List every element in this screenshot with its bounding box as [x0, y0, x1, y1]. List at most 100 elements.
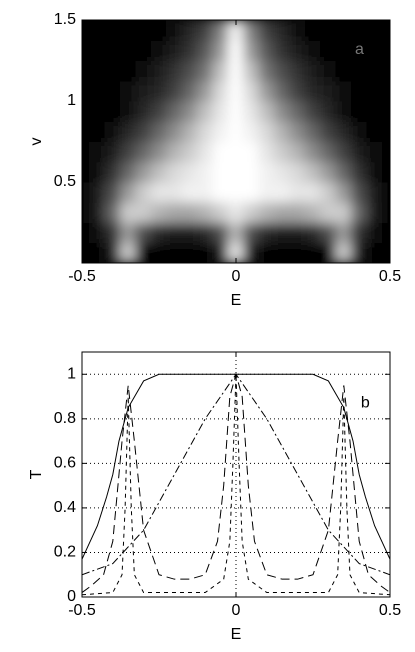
heatmap-cell: [104, 20, 121, 41]
heatmap-cell: [150, 242, 168, 263]
heatmap-cell: [320, 39, 337, 61]
heatmap-cell: [197, 100, 214, 122]
x-tick-label: 0.5: [379, 602, 401, 619]
heatmap-cell: [120, 60, 137, 82]
heatmap-cell: [104, 60, 121, 82]
heatmap-cell: [166, 242, 183, 263]
heatmap-cell: [150, 60, 168, 82]
y-axis-label: v: [28, 138, 45, 146]
heatmap-cell: [243, 20, 260, 41]
heatmap-cell: [289, 141, 306, 163]
heatmap-cell: [227, 181, 245, 203]
heatmap-cell: [120, 80, 137, 102]
heatmap-cell: [197, 80, 214, 102]
heatmap-cell: [243, 100, 260, 122]
heatmap-cell: [181, 120, 198, 142]
heatmap-cell: [243, 39, 260, 61]
heatmap-cell: [89, 201, 106, 223]
heatmap-cell: [150, 181, 168, 203]
heatmap-cell: [304, 100, 322, 122]
heatmap-cell: [289, 80, 306, 102]
heatmap-cell: [135, 242, 152, 263]
heatmap-cell: [304, 242, 322, 263]
heatmap-cell: [320, 60, 337, 82]
heatmap-clip: [82, 20, 390, 263]
heatmap-cell: [381, 120, 390, 142]
heatmap-cell: [366, 181, 383, 203]
heatmap-cell: [366, 161, 383, 183]
heatmap-cell: [274, 20, 291, 41]
heatmap-cell: [104, 161, 121, 183]
heatmap-cell: [366, 80, 383, 102]
heatmap-cell: [135, 60, 152, 82]
heatmap-cell: [181, 39, 198, 61]
heatmap-cell: [258, 242, 275, 263]
heatmap-cell: [212, 20, 229, 41]
heatmap-cell: [120, 222, 137, 244]
heatmap-cell: [320, 201, 337, 223]
heatmap-cell: [335, 39, 352, 61]
heatmap-cell: [135, 120, 152, 142]
heatmap-cell: [304, 201, 322, 223]
heatmap-cell: [150, 201, 168, 223]
heatmap-cell: [258, 161, 275, 183]
heatmap-cell: [82, 100, 91, 122]
heatmap-cell: [289, 60, 306, 82]
heatmap-cell: [335, 60, 352, 82]
heatmap-cell: [89, 20, 106, 41]
heatmap-cell: [82, 201, 91, 223]
heatmap-cell: [335, 80, 352, 102]
heatmap-cell: [351, 120, 368, 142]
heatmap-cell: [335, 120, 352, 142]
heatmap-cell: [320, 120, 337, 142]
heatmap-cell: [212, 100, 229, 122]
heatmap-cell: [258, 80, 275, 102]
heatmap-cell: [150, 80, 168, 102]
heatmap-cell: [181, 161, 198, 183]
heatmap-cell: [89, 100, 106, 122]
heatmap-cell: [320, 100, 337, 122]
heatmap-cell: [243, 222, 260, 244]
heatmap-cell: [82, 222, 91, 244]
heatmap-cell: [181, 141, 198, 163]
heatmap-cell: [104, 100, 121, 122]
heatmap-cell: [104, 39, 121, 61]
heatmap-cell: [381, 242, 390, 263]
heatmap-cell: [197, 242, 214, 263]
heatmap-cell: [89, 60, 106, 82]
heatmap-cell: [274, 80, 291, 102]
heatmap-cell: [351, 181, 368, 203]
heatmap-cell: [150, 161, 168, 183]
heatmap-cell: [197, 60, 214, 82]
heatmap-cell: [89, 181, 106, 203]
heatmap-cell: [104, 222, 121, 244]
heatmap-cell: [304, 181, 322, 203]
heatmap-cell: [274, 201, 291, 223]
heatmap-cell: [366, 222, 383, 244]
heatmap-cell: [320, 141, 337, 163]
heatmap-cell: [181, 60, 198, 82]
heatmap-cell: [335, 222, 352, 244]
heatmap-cell: [274, 161, 291, 183]
heatmap-cell: [320, 242, 337, 263]
heatmap-cell: [212, 120, 229, 142]
heatmap-cell: [304, 39, 322, 61]
heatmap-cell: [335, 161, 352, 183]
heatmap-cell: [320, 161, 337, 183]
heatmap-cell: [135, 161, 152, 183]
heatmap-cell: [366, 201, 383, 223]
heatmap-cell: [89, 120, 106, 142]
heatmap-cell: [197, 161, 214, 183]
heatmap-cell: [227, 201, 245, 223]
heatmap-cell: [120, 242, 137, 263]
heatmap-cell: [120, 141, 137, 163]
heatmap-cell: [135, 20, 152, 41]
x-tick-label: 0.5: [379, 268, 401, 285]
heatmap-cell: [212, 242, 229, 263]
heatmap-cell: [274, 100, 291, 122]
heatmap-cell: [227, 141, 245, 163]
heatmap-cell: [227, 242, 245, 263]
heatmap-cell: [82, 161, 91, 183]
heatmap-cell: [197, 181, 214, 203]
y-tick-label: 0.4: [54, 499, 76, 516]
